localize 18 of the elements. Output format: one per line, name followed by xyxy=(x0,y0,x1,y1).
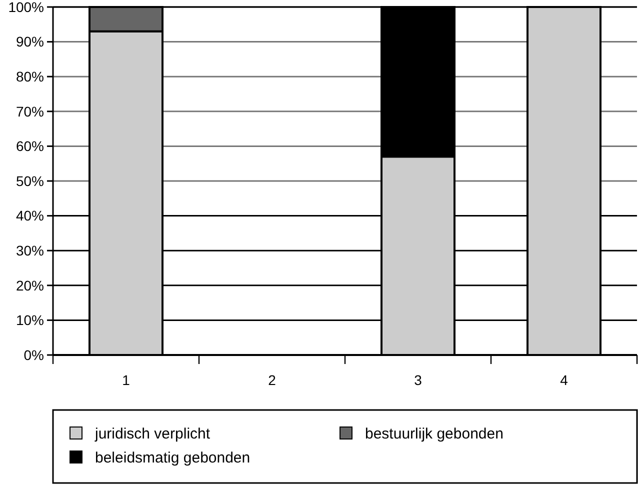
legend-label: beleidsmatig gebonden xyxy=(95,449,250,466)
x-tick-label: 4 xyxy=(560,372,568,388)
x-tick-label: 3 xyxy=(414,372,422,388)
y-tick-label: 40% xyxy=(16,208,44,224)
y-tick-label: 90% xyxy=(16,34,44,50)
y-tick-label: 20% xyxy=(16,277,44,294)
y-tick-label: 100% xyxy=(8,0,44,15)
legend-label: juridisch verplicht xyxy=(94,425,211,442)
y-tick-label: 80% xyxy=(16,68,44,84)
y-tick-label: 70% xyxy=(16,103,44,120)
x-tick-label: 1 xyxy=(122,372,130,388)
y-tick-label: 0% xyxy=(24,346,44,363)
y-tick-label: 30% xyxy=(16,242,44,258)
legend-label: bestuurlijk gebonden xyxy=(365,425,504,442)
y-tick-label: 50% xyxy=(16,172,44,189)
x-tick-label: 2 xyxy=(268,372,276,388)
y-tick-label: 60% xyxy=(16,138,44,154)
y-tick-label: 10% xyxy=(16,312,44,328)
